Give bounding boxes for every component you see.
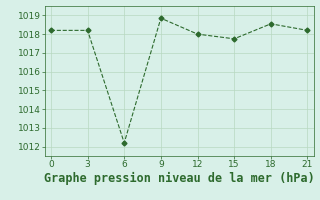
X-axis label: Graphe pression niveau de la mer (hPa): Graphe pression niveau de la mer (hPa) <box>44 172 315 185</box>
